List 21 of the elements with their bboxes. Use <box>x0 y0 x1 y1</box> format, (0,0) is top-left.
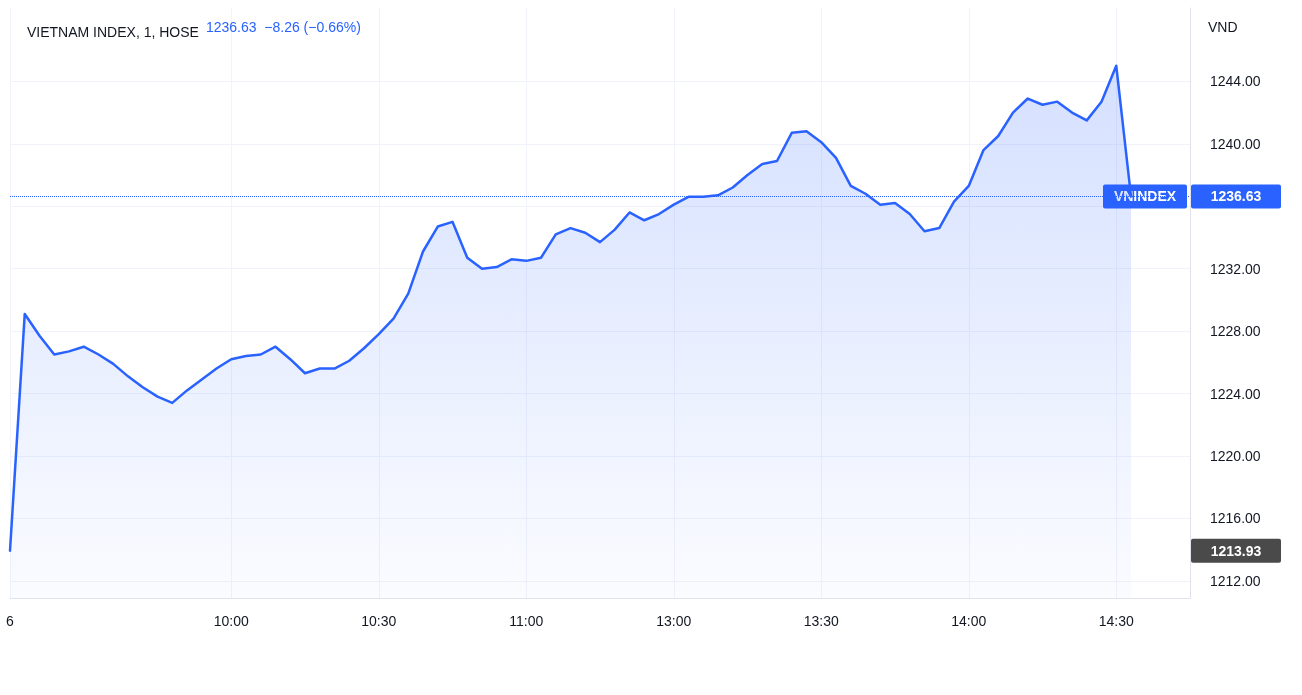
x-tick-label: 11:00 <box>509 613 544 629</box>
x-tick-label: 10:30 <box>361 613 397 629</box>
y-tick-label: 1228.00 <box>1210 323 1261 340</box>
text: VIETNAM INDEX, 1, HOSE <box>27 24 199 40</box>
text: 1236.63 −8.26 (−0.66%) <box>205 19 361 35</box>
x-tick-label: 10:00 <box>213 613 249 629</box>
y-tick-label: 1232.00 <box>1210 260 1261 277</box>
x-tick-label: 14:00 <box>951 613 987 629</box>
x-tick-label: 13:00 <box>656 613 692 629</box>
text: 1213.93 <box>1210 542 1262 559</box>
y-tick-label: 1224.00 <box>1210 385 1261 402</box>
y-tick-label: 1220.00 <box>1210 447 1261 464</box>
x-tick-label: 6 <box>6 613 15 629</box>
y-tick-label: 1244.00 <box>1210 73 1261 90</box>
text: 1236.63 <box>1210 188 1262 205</box>
y-tick-label: 1216.00 <box>1210 510 1261 527</box>
y-tick-label: 1240.00 <box>1210 135 1261 152</box>
x-tick-label: 14:30 <box>1098 613 1134 629</box>
y-tick-label: 1212.00 <box>1210 572 1261 589</box>
y-axis-title: VND <box>1208 19 1238 35</box>
x-tick-label: 13:30 <box>803 613 839 629</box>
